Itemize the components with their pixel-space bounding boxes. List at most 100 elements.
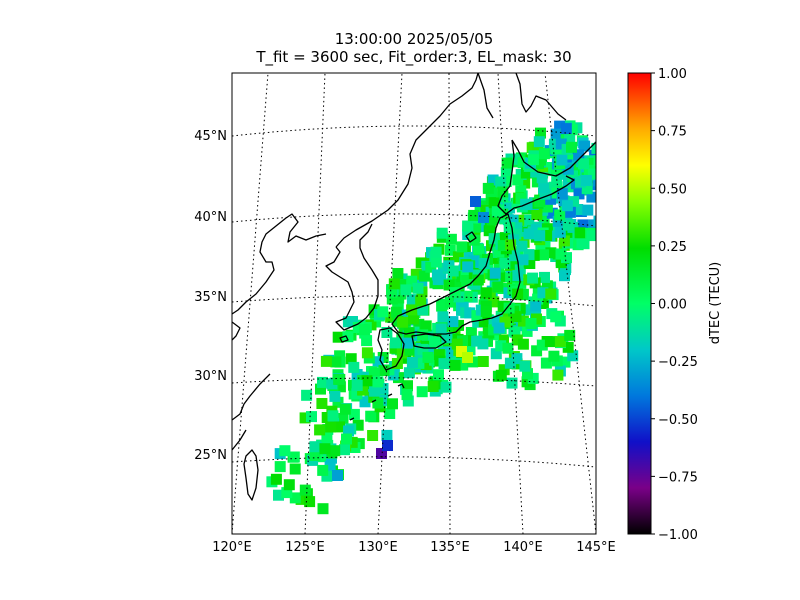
dtec-pixel	[387, 398, 398, 410]
dtec-pixel	[316, 398, 328, 409]
dtec-pixel	[315, 383, 326, 395]
dtec-pixel	[377, 306, 389, 318]
dtec-pixel	[361, 347, 373, 359]
dtec-pixel	[437, 311, 449, 323]
dtec-pixel	[566, 141, 577, 153]
dtec-pixel	[390, 306, 402, 318]
dtec-pixel	[451, 338, 463, 350]
dtec-pixel	[562, 341, 574, 353]
dtec-pixel	[511, 353, 523, 365]
dtec-pixel	[512, 270, 524, 282]
dtec-data-layer	[266, 120, 607, 515]
colorbar-tick-label: −0.50	[658, 413, 698, 428]
dtec-pixel	[438, 358, 450, 370]
dtec-pixel	[500, 176, 512, 187]
dtec-pixel	[581, 183, 593, 195]
dtec-pixel	[554, 120, 566, 132]
dtec-pixel	[343, 425, 354, 437]
dtec-pixel	[498, 364, 510, 376]
dtec-pixel	[596, 188, 607, 199]
dtec-pixel	[565, 157, 577, 169]
dtec-pixel	[348, 361, 360, 373]
lon-tick-label: 135°E	[430, 540, 470, 555]
dtec-pixel	[309, 441, 321, 453]
dtec-pixel	[388, 278, 400, 290]
dtec-pixel	[352, 419, 364, 431]
dtec-pixel	[402, 380, 413, 392]
map-panel: 120°E 125°E 130°E 135°E 140°E 145°E 25°N 30°N 3…	[194, 72, 616, 555]
dtec-pixel	[461, 275, 473, 286]
dtec-pixel	[462, 352, 473, 363]
colorbar-tick-label: −0.25	[658, 355, 698, 370]
dtec-pixel	[381, 429, 393, 441]
dtec-pixel	[443, 279, 455, 291]
dtec-pixel	[437, 298, 449, 310]
dtec-pixel	[506, 377, 518, 389]
dtec-pixel	[525, 318, 537, 329]
dtec-pixel	[413, 357, 425, 369]
dtec-pixel	[591, 142, 596, 154]
dtec-pixel	[392, 268, 404, 279]
meridian-line	[304, 73, 326, 534]
dtec-pixel	[433, 349, 445, 361]
dtec-pixel	[487, 174, 499, 186]
dtec-pixel	[416, 386, 428, 398]
dtec-pixel	[482, 182, 494, 194]
dtec-pixel	[441, 332, 453, 343]
dtec-pixel	[480, 306, 492, 317]
colorbar-tick-label: −0.75	[658, 470, 698, 485]
dtec-pixel	[478, 258, 490, 269]
dtec-pixel	[519, 360, 531, 372]
dtec-pixel	[461, 290, 473, 302]
lat-tick-label: 30°N	[194, 369, 227, 384]
dtec-pixel	[274, 461, 286, 473]
dtec-pixel	[567, 229, 579, 241]
dtec-pixel	[534, 230, 546, 242]
dtec-pixel	[472, 316, 484, 328]
dtec-pixel	[480, 287, 492, 299]
dtec-pixel	[522, 368, 533, 380]
dtec-pixel	[410, 268, 422, 280]
dtec-pixel	[351, 388, 363, 400]
dtec-pixel	[288, 451, 300, 463]
dtec-pixel	[537, 298, 549, 309]
dtec-pixel	[386, 293, 398, 305]
dtec-pixel	[470, 221, 482, 233]
meridian-line	[377, 73, 403, 534]
dtec-pixel	[319, 443, 331, 455]
dtec-pixel	[515, 185, 527, 197]
meridian-line	[544, 73, 596, 534]
dtec-pixel	[471, 335, 483, 347]
dtec-pixel	[368, 391, 380, 403]
colorbar-tick-label: 0.50	[658, 182, 687, 197]
dtec-pixel	[510, 311, 522, 323]
coast-sakhalin	[477, 73, 567, 121]
dtec-pixel	[329, 445, 341, 457]
dtec-pixel	[430, 256, 442, 268]
dtec-pixel	[501, 157, 513, 169]
dtec-pixel	[566, 124, 578, 136]
dtec-pixel	[449, 287, 461, 299]
dtec-pixel	[478, 316, 490, 327]
dtec-pixel	[403, 327, 415, 339]
dtec-pixel	[433, 369, 444, 381]
dtec-pixel	[317, 376, 328, 388]
dtec-pixel	[495, 176, 507, 188]
dtec-pixel	[578, 158, 590, 170]
dtec-pixel	[281, 487, 293, 499]
lat-tick-label: 25°N	[194, 448, 227, 463]
dtec-pixel	[449, 359, 461, 371]
dtec-pixel	[586, 191, 596, 203]
dtec-pixel	[456, 346, 467, 357]
dtec-pixel	[431, 269, 443, 281]
dtec-pixel	[299, 484, 311, 496]
dtec-pixel	[392, 299, 404, 311]
lat-tick-label: 45°N	[194, 129, 227, 144]
dtec-pixel	[533, 136, 545, 148]
dtec-pixel	[514, 264, 526, 276]
dtec-pixel	[334, 350, 346, 362]
dtec-pixel	[555, 248, 567, 260]
dtec-pixel	[530, 301, 542, 313]
dtec-pixel	[321, 470, 333, 482]
